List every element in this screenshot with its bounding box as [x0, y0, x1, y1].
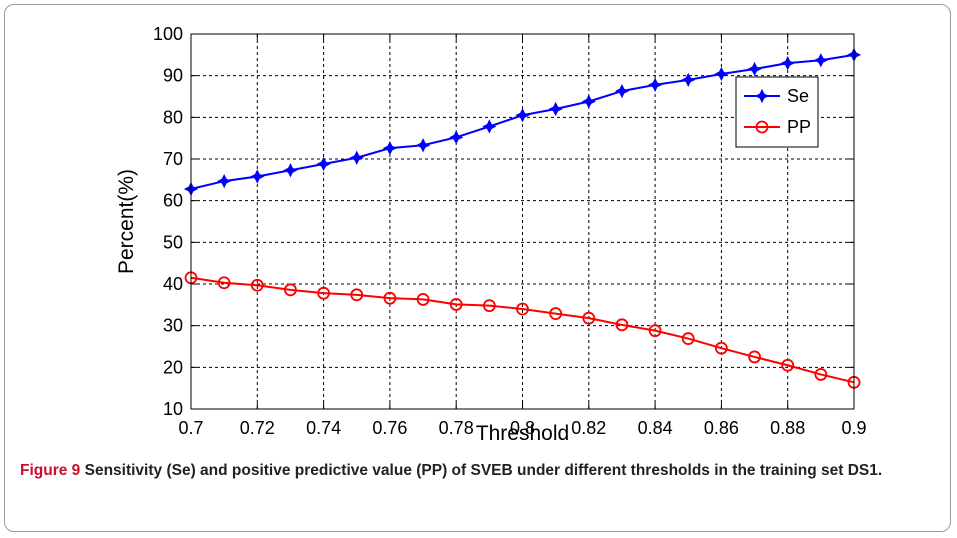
data-point-pp	[284, 283, 297, 297]
x-tick-label: 0.72	[240, 418, 275, 438]
x-tick-label: 0.8	[510, 418, 535, 438]
data-point-pp	[350, 288, 364, 302]
data-point-se	[780, 56, 795, 71]
data-point-se	[349, 150, 364, 165]
figure-caption-label: Figure 9	[20, 462, 81, 479]
x-tick-label: 0.86	[704, 418, 739, 438]
data-point-se	[515, 108, 530, 123]
data-point-se	[813, 53, 828, 68]
series-line-pp	[190, 276, 855, 384]
data-point-pp	[449, 298, 463, 311]
data-point-pp	[482, 299, 496, 313]
data-point-se	[415, 138, 431, 153]
data-point-pp	[250, 278, 264, 292]
x-tick-label: 0.82	[571, 418, 606, 438]
data-point-pp	[781, 358, 795, 372]
figure-caption: Figure 9 Sensitivity (Se) and positive p…	[20, 458, 940, 484]
data-point-pp	[814, 368, 828, 381]
x-tick-label: 0.76	[372, 418, 407, 438]
data-point-se	[217, 173, 232, 189]
data-point-pp	[681, 332, 695, 345]
x-tick-label: 0.78	[439, 418, 474, 438]
chart-legend: Se PP	[735, 76, 819, 148]
y-tick-label: 30	[163, 316, 183, 336]
legend-item-se: Se	[744, 86, 809, 106]
data-point-pp	[748, 350, 761, 364]
legend-marker	[754, 88, 770, 104]
figure-caption-text: Sensitivity (Se) and positive predictive…	[84, 462, 883, 479]
data-point-se	[747, 61, 762, 77]
y-tick-label: 80	[163, 107, 183, 127]
data-point-pp	[217, 276, 231, 290]
data-point-se	[714, 66, 729, 82]
y-tick-label: 90	[163, 66, 183, 86]
data-point-se	[548, 101, 563, 117]
data-point-pp	[416, 293, 430, 306]
chart-ticks: 0.7 0.72 0.74 0.76 0.78 0.8 0.82 0.84 0.86 0.88 0.…	[153, 24, 867, 438]
legend-label: PP	[787, 117, 811, 137]
data-point-pp	[317, 286, 331, 300]
y-tick-label: 50	[163, 232, 183, 252]
data-point-pp	[516, 302, 529, 316]
y-tick-label: 100	[153, 24, 183, 44]
y-tick-label: 70	[163, 149, 183, 169]
y-tick-label: 60	[163, 191, 183, 211]
data-point-pp	[582, 311, 596, 325]
legend-marker	[755, 120, 769, 134]
series-se	[183, 47, 862, 197]
legend-box	[735, 76, 819, 148]
data-point-se	[681, 72, 696, 87]
x-tick-label: 0.7	[178, 418, 203, 438]
series-pp	[184, 271, 861, 389]
chart-series	[183, 47, 862, 389]
data-point-pp	[383, 291, 397, 305]
x-tick-label: 0.9	[841, 418, 866, 438]
x-axis-label: Threshold	[476, 422, 569, 445]
line-chart: 0.7 0.72 0.74 0.76 0.78 0.8 0.82 0.84 0.86 0.88 0.…	[115, 24, 867, 445]
y-tick-label: 40	[163, 274, 183, 294]
data-point-se	[647, 77, 663, 92]
data-point-se	[283, 163, 298, 178]
data-point-pp	[648, 324, 662, 338]
x-tick-label: 0.88	[770, 418, 805, 438]
y-tick-label: 10	[163, 399, 183, 419]
x-tick-label: 0.74	[306, 418, 341, 438]
legend-item-pp: PP	[744, 117, 811, 137]
y-axis-label: Percent(%)	[115, 169, 138, 274]
data-point-se	[482, 119, 497, 134]
data-point-pp	[615, 318, 629, 332]
data-point-se	[316, 156, 331, 172]
data-point-pp	[549, 307, 563, 320]
data-point-pp	[715, 341, 728, 355]
y-tick-label: 20	[163, 357, 183, 377]
legend-label: Se	[787, 86, 809, 106]
data-point-se	[614, 83, 630, 99]
x-tick-label: 0.84	[638, 418, 673, 438]
data-point-se	[382, 141, 398, 156]
data-point-se	[250, 169, 265, 184]
data-point-se	[581, 94, 596, 109]
data-point-se	[449, 130, 464, 145]
